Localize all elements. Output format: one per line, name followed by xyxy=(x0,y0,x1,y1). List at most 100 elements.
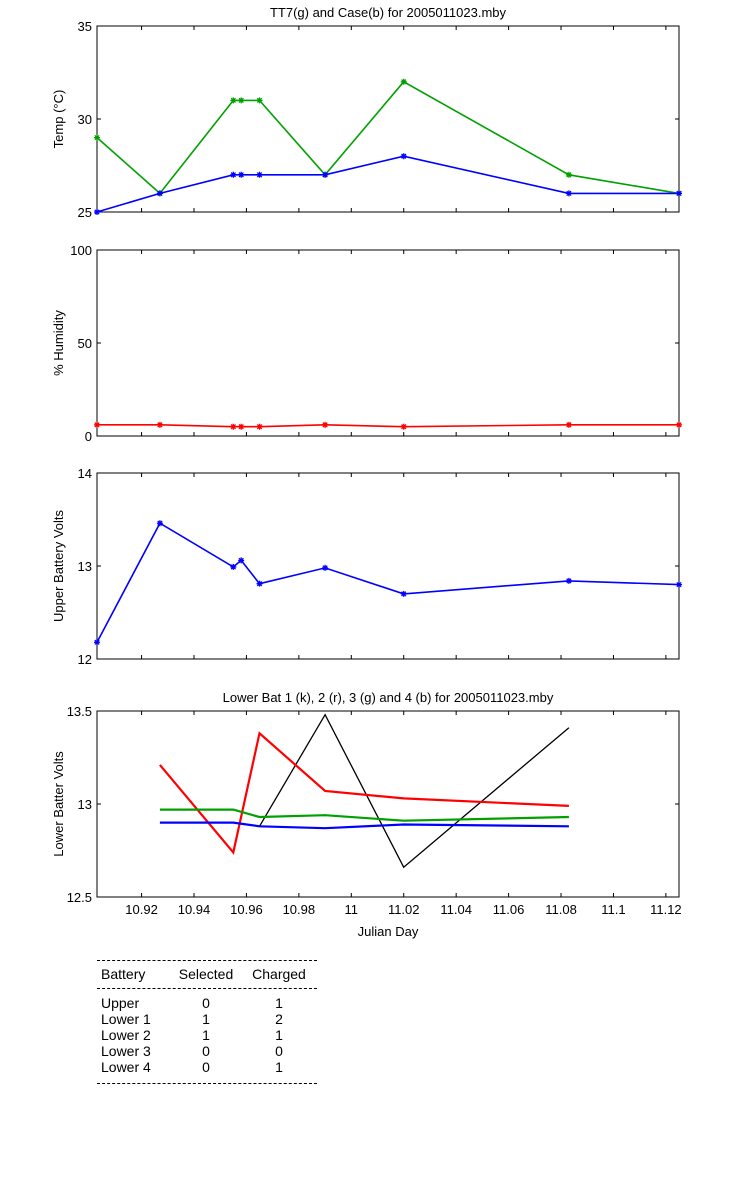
table-top-divider xyxy=(97,960,317,961)
battery-charged: 1 xyxy=(275,1027,283,1043)
chart-4-y-tick-label: 12.5 xyxy=(67,890,92,905)
table-row: Lower 2 1 1 xyxy=(97,1027,317,1043)
chart-4-x-tick-label: 11.02 xyxy=(388,902,420,917)
chart-2-y-tick-label: 100 xyxy=(70,243,92,258)
header-charged: Charged xyxy=(252,966,306,982)
chart-1-series-2-point xyxy=(400,153,407,160)
chart-1-series-2-point xyxy=(676,190,682,197)
chart-1-series-1-point xyxy=(565,171,572,178)
header-selected: Selected xyxy=(178,966,234,982)
chart-4-series-2-line xyxy=(159,731,569,855)
chart-4-x-tick-label: 10.98 xyxy=(283,902,316,917)
chart-4-x-tick-label: 11 xyxy=(345,902,359,917)
figure: 25 30 35 TT7(g) and Case(b) for 2005011023.… xyxy=(51,5,682,939)
chart-2-series-1-point xyxy=(565,421,572,428)
chart-4-y-axis-label: Lower Batter Volts xyxy=(51,751,66,857)
chart-4-x-tick-label: 10.96 xyxy=(230,902,263,917)
chart-2-series-1-point xyxy=(94,421,100,428)
chart-3-axes-frame xyxy=(96,472,680,660)
chart-1-y-tick-label: 35 xyxy=(78,19,92,34)
chart-4-series-3-line xyxy=(159,808,569,822)
chart-1-series-2-point xyxy=(256,171,263,178)
battery-name: Upper xyxy=(101,995,140,1011)
battery-name: Lower 4 xyxy=(101,1059,151,1075)
chart-3-series-1-point xyxy=(400,590,407,597)
chart-4-y-tick-label: 13.5 xyxy=(67,704,92,719)
header-battery: Battery xyxy=(101,966,146,982)
chart-1-series-2-point xyxy=(565,190,572,197)
chart-1-series-1-point xyxy=(94,134,100,141)
chart-3-series-1-point xyxy=(565,577,572,584)
chart-3-y-tick-label: 12 xyxy=(78,652,92,667)
chart-1-y-axis-label: Temp (°C) xyxy=(51,90,66,149)
chart-3-series-1-point xyxy=(94,639,100,646)
chart-4-x-tick-label: 11.08 xyxy=(545,902,577,917)
battery-charged: 1 xyxy=(275,995,283,1011)
chart-4-x-tick-label: 11.12 xyxy=(650,902,682,917)
chart-2-series-1-point xyxy=(238,423,245,430)
chart-1-axes-frame xyxy=(96,25,680,213)
chart-4-title: Lower Bat 1 (k), 2 (r), 3 (g) and 4 (b) … xyxy=(223,690,554,705)
table-header-divider xyxy=(97,988,317,989)
chart-4-x-tick-label: 11.06 xyxy=(493,902,525,917)
chart-3-series-1-point xyxy=(230,563,237,570)
chart-3-series-1-point xyxy=(256,580,263,587)
battery-selected: 0 xyxy=(202,1059,210,1075)
chart-2-y-tick-label: 50 xyxy=(78,336,92,351)
chart-3-series-1-point xyxy=(156,520,163,527)
table-row: Upper 0 1 xyxy=(97,995,317,1011)
battery-charged: 0 xyxy=(275,1043,283,1059)
chart-4-x-tick-label: 10.94 xyxy=(178,902,211,917)
battery-name: Lower 3 xyxy=(101,1043,151,1059)
chart-4-series-1-line xyxy=(258,713,570,869)
battery-name: Lower 1 xyxy=(101,1011,151,1027)
chart-3-series-1-point xyxy=(676,581,682,588)
chart-1-series-1-point xyxy=(238,97,245,104)
table-row: Lower 3 0 0 xyxy=(97,1043,317,1059)
table-row: Lower 1 1 2 xyxy=(97,1011,317,1027)
battery-selected: 1 xyxy=(202,1011,210,1027)
chart-2-y-axis-label: % Humidity xyxy=(51,310,66,376)
chart-2-series-1-point xyxy=(156,421,163,428)
battery-charged: 1 xyxy=(275,1059,283,1075)
chart-1-y-tick-label: 30 xyxy=(78,112,92,127)
chart-4-series-4-line xyxy=(159,821,569,830)
table-bottom-divider xyxy=(97,1083,317,1084)
chart-3-series-1-point xyxy=(238,557,245,564)
chart-2-series-1-point xyxy=(400,423,407,430)
chart-3-y-tick-label: 14 xyxy=(78,466,92,481)
chart-4-x-tick-label: 11.1 xyxy=(601,902,625,917)
chart-3-series-1-point xyxy=(322,564,329,571)
chart-1-title: TT7(g) and Case(b) for 2005011023.mby xyxy=(270,5,507,20)
chart-2-axes-frame xyxy=(96,249,680,437)
chart-1-series-2-point xyxy=(322,171,329,178)
chart-3-y-tick-label: 13 xyxy=(78,559,92,574)
chart-3-y-axis-label: Upper Battery Volts xyxy=(51,510,66,622)
table-row: Lower 4 0 1 xyxy=(97,1059,317,1075)
chart-4-y-tick-label: 13 xyxy=(78,797,92,812)
battery-selected: 0 xyxy=(202,1043,210,1059)
chart-1-series-2-point xyxy=(156,190,163,197)
chart-1-series-1-point xyxy=(400,78,407,85)
chart-2-series-1-point xyxy=(230,423,237,430)
chart-1-series-2-point xyxy=(94,209,100,215)
battery-name: Lower 2 xyxy=(101,1027,151,1043)
table-header-row: Battery Selected Charged xyxy=(97,961,317,988)
chart-4-x-axis-label: Julian Day xyxy=(358,924,419,939)
chart-1-y-tick-label: 25 xyxy=(78,205,92,220)
chart-2-series-1-point xyxy=(256,423,263,430)
chart-4-axes-frame xyxy=(96,710,680,898)
battery-selected: 1 xyxy=(202,1027,210,1043)
chart-1-series-1-point xyxy=(230,97,237,104)
chart-2-y-tick-label: 0 xyxy=(85,429,92,444)
chart-2-series-1-point xyxy=(676,421,682,428)
battery-status-table: Battery Selected Charged Upper 0 1 Lower… xyxy=(97,960,317,1084)
chart-4-x-tick-label: 11.04 xyxy=(440,902,472,917)
battery-selected: 0 xyxy=(202,995,210,1011)
table-body: Upper 0 1 Lower 1 1 2 Lower 2 1 1 Lower … xyxy=(97,989,317,1083)
chart-1-series-1-point xyxy=(256,97,263,104)
chart-2-series-1-point xyxy=(322,421,329,428)
chart-1-series-2-point xyxy=(230,171,237,178)
chart-4-x-tick-label: 10.92 xyxy=(125,902,158,917)
chart-1-series-2-point xyxy=(238,171,245,178)
